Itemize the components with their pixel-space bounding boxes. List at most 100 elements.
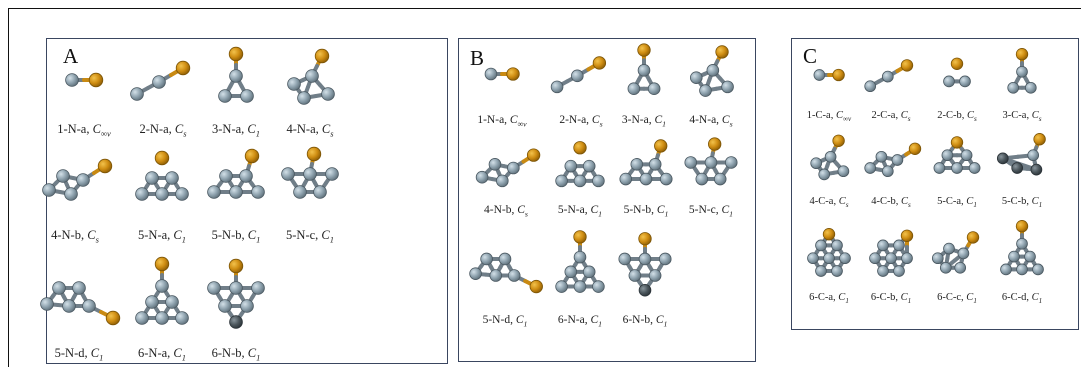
point-group-subscript: s xyxy=(330,128,334,139)
point-group: C1 xyxy=(721,204,734,218)
point-group-subscript: 1 xyxy=(845,297,849,306)
point-group-symbol: C xyxy=(515,314,524,326)
carbon-atom xyxy=(281,167,295,181)
carbon-atom xyxy=(130,87,144,101)
point-group-symbol: C xyxy=(321,228,330,242)
point-group-subscript: s xyxy=(524,209,528,219)
point-group-subscript: 1 xyxy=(598,319,603,329)
point-group-symbol: C xyxy=(590,204,599,216)
carbon-atom xyxy=(684,156,698,169)
carbon-atom xyxy=(959,75,971,88)
structure-id: 5-N-d xyxy=(482,314,511,326)
point-group-subscript: s xyxy=(845,201,849,210)
structure-id: 5-N-a xyxy=(138,228,168,242)
carbon-atom xyxy=(939,261,952,274)
carbon-atom xyxy=(573,174,587,188)
point-group: Cs xyxy=(722,114,733,128)
point-group-subscript: s xyxy=(95,234,99,245)
carbon-atom xyxy=(72,281,86,295)
point-group: C∞v xyxy=(93,122,111,139)
carbon-atom xyxy=(869,252,881,265)
structure-id: 5-N-c xyxy=(286,228,316,242)
gold-atom xyxy=(654,139,668,153)
point-group-subscript: 1 xyxy=(598,209,603,219)
gold-atom xyxy=(908,142,922,155)
structure-id: 3-N-a xyxy=(212,122,242,136)
structure-id: 1-N-a xyxy=(57,122,87,136)
point-group: C∞v xyxy=(835,110,851,123)
carbon-atom xyxy=(960,149,973,162)
carbon-atom xyxy=(325,167,339,181)
structure-id: 6-N-a xyxy=(138,346,168,360)
panel-c-6-c-d-molecule xyxy=(1000,220,1044,276)
gold-atom xyxy=(950,136,964,149)
gold-atom xyxy=(900,59,914,72)
panel-c-2-c-b-molecule xyxy=(943,57,971,88)
structure-id: 4-N-a xyxy=(689,114,717,126)
panel-label-c: C xyxy=(803,44,818,68)
panel-c-6-c-c-molecule xyxy=(931,231,980,274)
point-group-subscript: 1 xyxy=(256,352,261,363)
point-group-subscript: 1 xyxy=(181,234,186,245)
carbon-atom xyxy=(943,75,955,88)
panel-a-6-n-b-caption: 6-N-b, C1 xyxy=(211,346,261,363)
structure-id: 6-C-d xyxy=(1001,292,1027,303)
carbon-atom xyxy=(507,161,520,175)
point-group-symbol: C xyxy=(835,110,843,121)
structure-id: 4-N-b xyxy=(51,228,81,242)
carbon-atom xyxy=(1016,237,1028,250)
carbon-atom xyxy=(56,169,70,183)
carbon-atom xyxy=(175,311,189,325)
point-group: Cs xyxy=(322,122,334,139)
point-group-symbol: C xyxy=(90,346,100,360)
structure-id: 3-C-a xyxy=(1002,110,1027,121)
structure-id: 5-N-c xyxy=(688,204,716,216)
gold-atom xyxy=(529,279,543,294)
point-group-subscript: 1 xyxy=(255,128,260,139)
point-group-symbol: C xyxy=(900,110,908,121)
point-group-symbol: C xyxy=(517,204,525,216)
carbon-atom xyxy=(1030,163,1043,176)
gold-atom xyxy=(708,137,722,151)
point-group-subscript: ∞v xyxy=(100,128,111,139)
gold-atom xyxy=(175,60,191,76)
point-group-symbol: C xyxy=(1031,292,1039,303)
panel-c-6-c-d-caption: 6-C-d, C1 xyxy=(1001,292,1043,306)
panel-c-5-c-a-molecule xyxy=(933,136,981,174)
panel-a-4-n-b-caption: 4-N-b, Cs xyxy=(51,228,99,245)
panel-b-6-n-a-caption: 6-N-a, C1 xyxy=(557,314,603,329)
point-group: Cs xyxy=(839,196,849,210)
panel-c-6-c-a-caption: 6-C-a, C1 xyxy=(809,292,849,306)
gold-atom xyxy=(154,256,170,272)
carbon-atom xyxy=(592,174,605,188)
point-group-subscript: 1 xyxy=(329,234,334,245)
carbon-atom xyxy=(229,281,243,295)
carbon-atom xyxy=(648,158,662,171)
panel-a-6-n-a-caption: 6-N-a, C1 xyxy=(138,346,186,363)
carbon-atom xyxy=(155,187,169,201)
carbon-atom xyxy=(1007,81,1020,94)
carbon-atom xyxy=(507,269,521,282)
carbon-atom xyxy=(489,269,503,282)
structure-id: 6-N-a xyxy=(557,314,585,326)
carbon-atom xyxy=(619,172,633,186)
carbon-atom xyxy=(658,252,672,266)
carbon-atom xyxy=(135,187,149,201)
carbon-atom xyxy=(864,162,877,174)
carbon-atom xyxy=(810,157,823,170)
point-group-symbol: C xyxy=(590,314,599,326)
panel-b-6-n-b-caption: 6-N-b, C1 xyxy=(622,314,668,329)
panel-b-5-n-c-molecule xyxy=(684,137,738,186)
gold-atom xyxy=(526,148,541,162)
panel-b-4-n-a-caption: 4-N-a, Cs xyxy=(689,114,733,129)
gold-atom xyxy=(832,134,845,147)
gold-atom xyxy=(228,46,244,62)
carbon-atom xyxy=(954,261,967,274)
panel-a-5-n-a-caption: 5-N-a, C1 xyxy=(138,228,186,245)
point-group-subscript: 1 xyxy=(973,297,977,306)
carbon-atom xyxy=(637,64,651,77)
panel-b-5-n-b-caption: 5-N-b, C1 xyxy=(623,204,669,219)
point-group-symbol: C xyxy=(966,196,974,207)
point-group: C1 xyxy=(901,292,912,305)
point-group-symbol: C xyxy=(721,204,730,216)
